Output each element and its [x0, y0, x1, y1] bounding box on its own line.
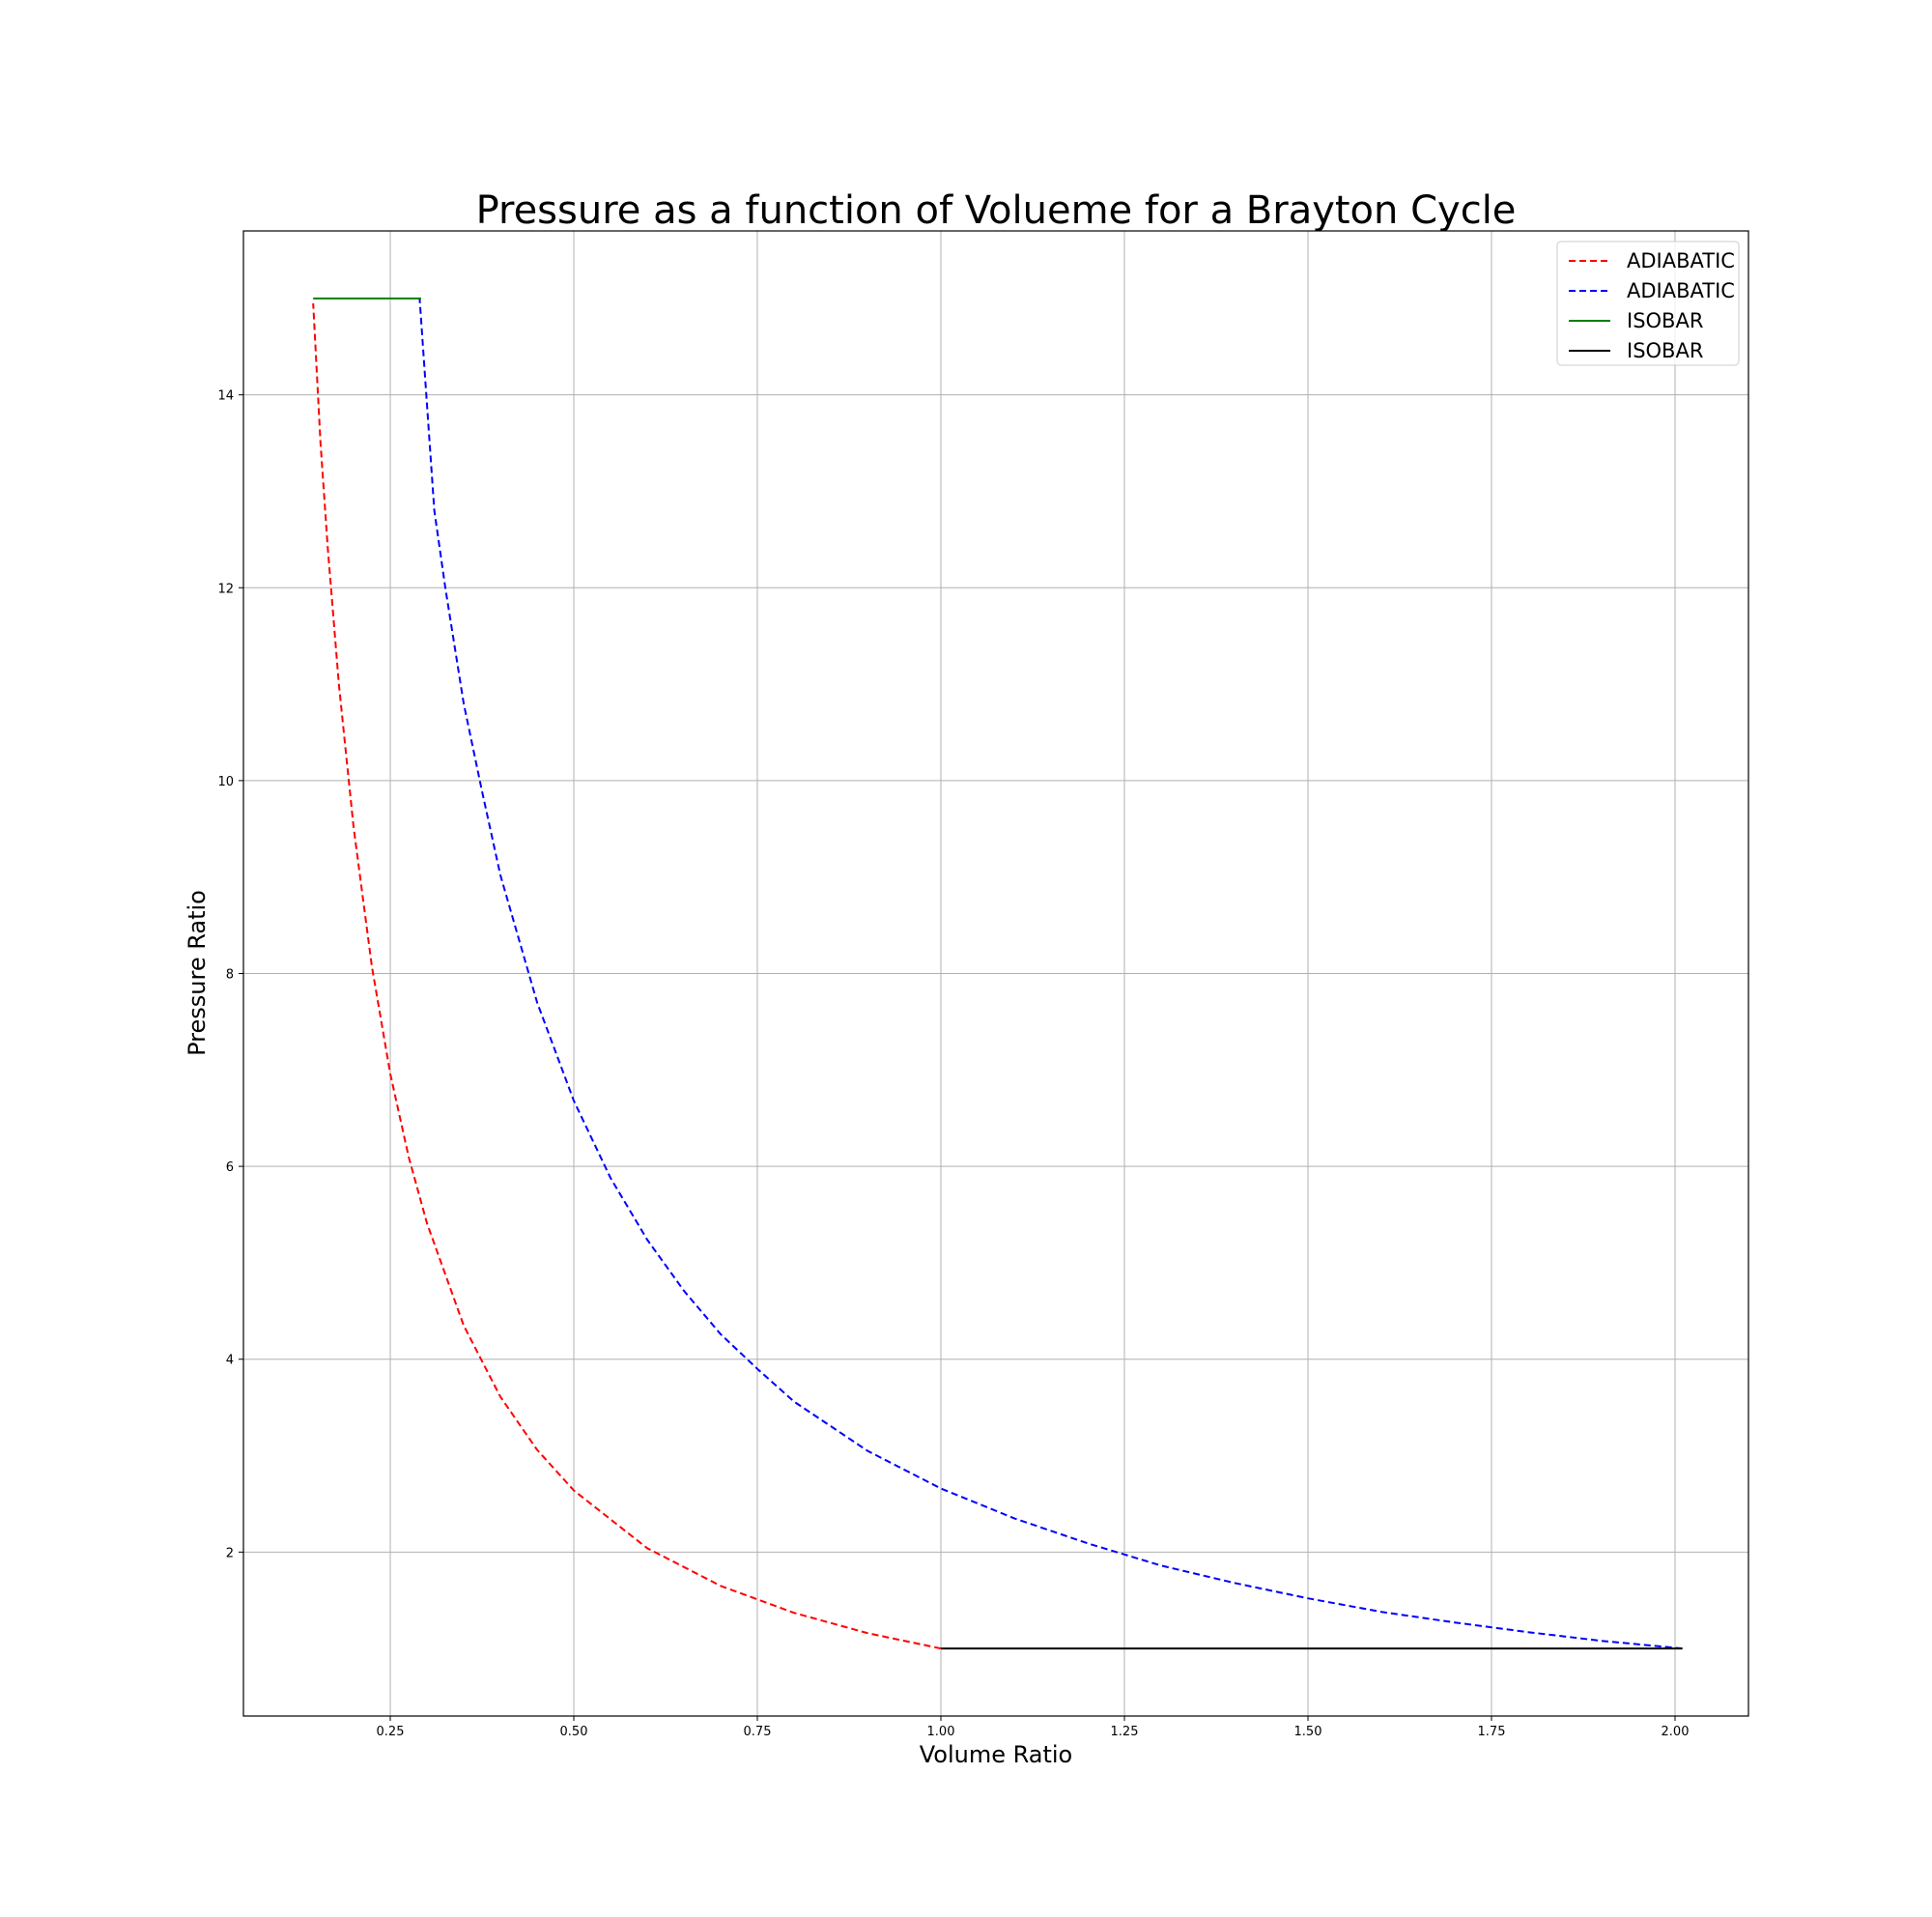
y-axis-ticks: 2 4 6 8 10 12 14: [217, 389, 243, 1560]
legend: ADIABATIC ADIABATIC ISOBAR ISOBAR: [1556, 241, 1740, 366]
y-tick-label: 4: [226, 1354, 234, 1368]
x-tick-label: 1.25: [1111, 1725, 1139, 1739]
x-axis-label: Volume Ratio: [920, 1741, 1073, 1768]
y-tick-label: 10: [217, 775, 234, 789]
legend-label: ADIABATIC: [1627, 249, 1735, 272]
y-axis-label: Pressure Ratio: [184, 890, 211, 1056]
legend-label: ISOBAR: [1627, 309, 1703, 332]
y-tick-label: 6: [226, 1160, 234, 1175]
legend-label: ISOBAR: [1627, 339, 1703, 362]
series-group: [312, 297, 1683, 1650]
y-tick-label: 14: [217, 389, 234, 404]
y-tick-label: 8: [226, 968, 234, 983]
chart-title: Pressure as a function of Volueme for a …: [476, 188, 1517, 233]
x-axis-ticks: 0.25 0.50 0.75 1.00 1.25 1.50 1.75 2.00: [377, 1716, 1690, 1739]
grid: [243, 231, 1748, 1716]
x-tick-label: 1.75: [1478, 1725, 1506, 1739]
x-tick-label: 1.00: [927, 1725, 955, 1739]
legend-box: [1556, 241, 1740, 366]
x-tick-label: 1.50: [1294, 1725, 1322, 1739]
x-tick-label: 0.50: [560, 1725, 588, 1739]
y-tick-label: 12: [217, 582, 234, 596]
y-tick-label: 2: [226, 1546, 234, 1560]
legend-label: ADIABATIC: [1627, 279, 1735, 302]
series-line-2: [418, 298, 1683, 1650]
x-tick-label: 0.75: [744, 1725, 772, 1739]
series-line-1: [312, 302, 942, 1650]
x-tick-label: 2.00: [1662, 1725, 1690, 1739]
x-tick-label: 0.25: [377, 1725, 405, 1739]
